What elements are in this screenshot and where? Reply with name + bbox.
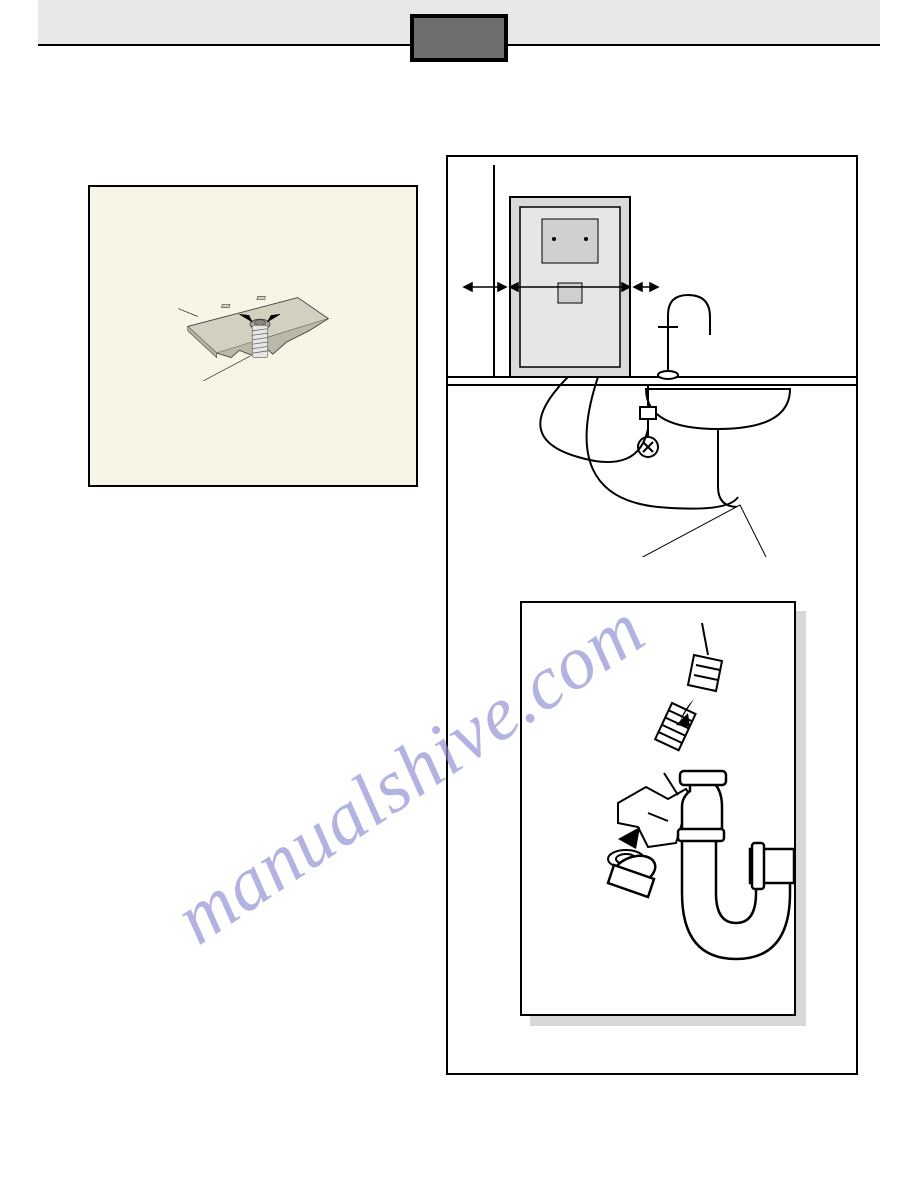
header-tab	[410, 14, 508, 62]
trap-detail-frame	[520, 601, 796, 1016]
foot-plate-illustration	[120, 292, 395, 392]
figure-left-frame	[88, 185, 418, 487]
plumbing-overview	[448, 157, 856, 557]
trap-detail-illustration	[522, 603, 794, 1014]
figure-right-frame	[446, 155, 858, 1075]
